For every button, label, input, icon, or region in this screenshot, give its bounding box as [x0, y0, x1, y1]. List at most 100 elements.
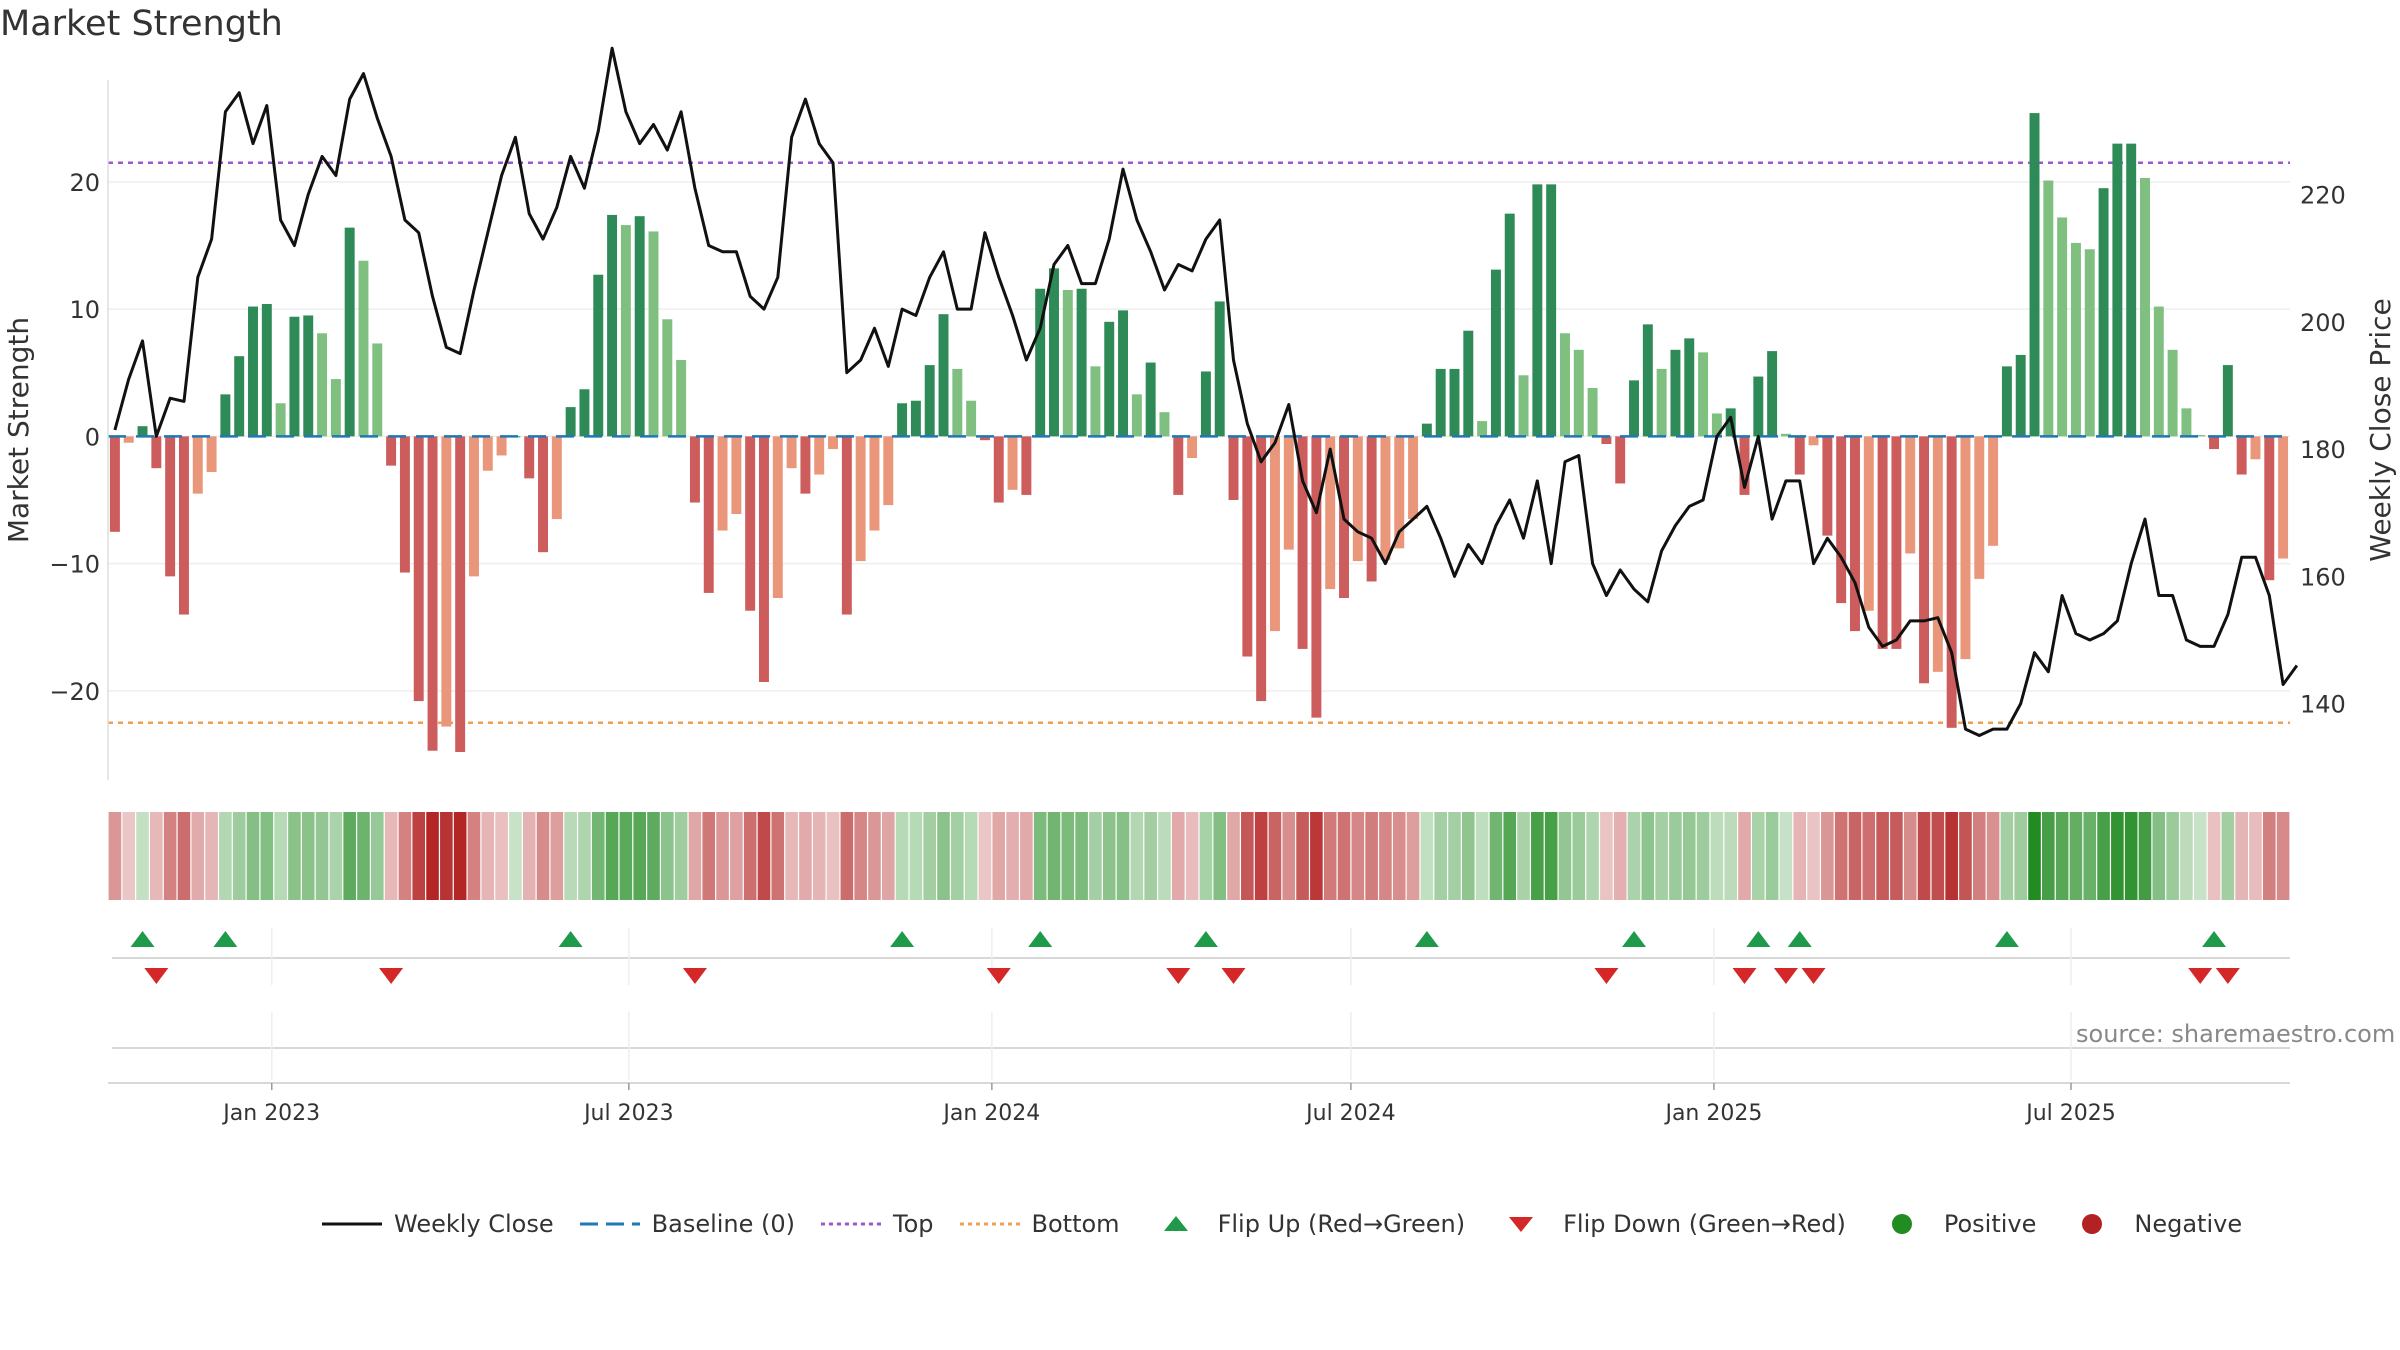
ribbon-cell	[1075, 812, 1088, 900]
strength-bar	[910, 400, 921, 437]
strength-bar	[938, 314, 949, 437]
ribbon-cell	[1089, 812, 1102, 900]
ribbon-cell	[1337, 812, 1351, 900]
strength-bar	[593, 274, 604, 437]
strength-bar	[1352, 436, 1363, 562]
ribbon-cell	[2207, 812, 2221, 900]
strength-bar	[413, 436, 424, 702]
strength-bar	[1035, 288, 1046, 437]
ribbon-cell	[1641, 812, 1655, 900]
strength-bar	[1974, 436, 1985, 579]
ribbon-cell	[2042, 812, 2055, 900]
y-tick-label: 0	[85, 423, 100, 451]
ribbon-cell	[136, 812, 149, 900]
ribbon-cell	[1821, 812, 1834, 900]
ribbon-cell	[1627, 812, 1641, 900]
ribbon-cell	[688, 812, 702, 900]
ribbon-cell	[840, 812, 854, 900]
ribbon-cell	[1807, 812, 1820, 900]
ribbon-cell	[1144, 812, 1157, 900]
ribbon-cell	[550, 812, 564, 900]
dot-top-swatch	[821, 1222, 882, 1226]
ribbon-cell	[2014, 812, 2028, 900]
ribbon-cell	[1379, 812, 1392, 900]
legend-item: Flip Up (Red→Green)	[1146, 1210, 1465, 1238]
legend-item: Negative	[2062, 1210, 2242, 1238]
line-swatch	[322, 1222, 382, 1226]
strength-bar	[1408, 436, 1419, 520]
ribbon-cell	[150, 812, 163, 900]
strength-bars	[109, 113, 2289, 752]
strength-bar	[1601, 436, 1612, 444]
flip-down-marker	[1166, 968, 1191, 984]
ribbon-cell	[398, 812, 412, 900]
strength-bar	[1366, 436, 1377, 582]
legend-item: Weekly Close	[322, 1210, 554, 1238]
flip-down-marker	[682, 968, 707, 984]
strength-bar	[2167, 349, 2178, 437]
strength-bar	[1850, 436, 1860, 632]
ribbon-cell	[440, 812, 453, 900]
ribbon-cell	[177, 812, 191, 900]
ribbon-cell	[1282, 812, 1296, 900]
ribbon-cell	[1682, 812, 1696, 900]
ribbon-cell	[661, 812, 674, 900]
legend-item: Bottom	[959, 1210, 1120, 1238]
strength-bar	[2222, 365, 2233, 437]
flip-down-marker	[2215, 968, 2240, 984]
strength-bar	[123, 436, 134, 443]
ribbon-cell	[785, 812, 798, 900]
flip-down-marker	[144, 968, 169, 984]
ribbon-cell	[1862, 812, 1876, 900]
ribbon-cell	[191, 812, 205, 900]
strength-bar	[1559, 333, 1570, 437]
strength-bar	[883, 436, 894, 506]
flip-down-marker	[379, 968, 404, 984]
strength-bar	[745, 436, 756, 611]
strength-bar	[1780, 433, 1791, 437]
ribbon-cell	[1572, 812, 1586, 900]
ribbon-cell	[2262, 812, 2276, 900]
strength-bar	[220, 394, 231, 437]
ribbon-cell	[1544, 812, 1558, 900]
strength-bar	[2278, 436, 2289, 559]
ribbon-cell	[1102, 812, 1116, 900]
strength-bar	[372, 343, 383, 437]
strength-bar	[855, 436, 866, 562]
ribbon-cell	[1738, 812, 1751, 900]
strength-bar	[1394, 436, 1405, 549]
ribbon-cell	[260, 812, 274, 900]
ribbon-cell	[2069, 812, 2083, 900]
strength-bar	[137, 426, 148, 437]
x-tick-label: Jan 2023	[221, 1101, 320, 1126]
strength-bar	[2126, 143, 2137, 437]
ribbon-cell	[1752, 812, 1765, 900]
ribbon-cell	[495, 812, 508, 900]
strength-bar	[2153, 306, 2164, 437]
ribbon-cell	[1406, 812, 1420, 900]
ribbon-cell	[467, 812, 481, 900]
ribbon-cell	[1254, 812, 1268, 900]
strength-bar	[2070, 242, 2081, 437]
ribbon-cell	[370, 812, 384, 900]
y2-tick-label: 200	[2300, 309, 2346, 337]
ribbon-cell	[1531, 812, 1544, 900]
strength-bar	[1062, 290, 1073, 437]
strength-bar	[1629, 380, 1639, 437]
ribbon-cell	[1517, 812, 1530, 900]
ribbon-cell	[951, 812, 964, 900]
ribbon-cell	[1213, 812, 1227, 900]
strength-bar	[2250, 436, 2261, 460]
strength-bar	[1477, 421, 1488, 437]
strength-bar	[317, 333, 328, 437]
strength-bar	[1021, 436, 1032, 495]
ribbon-cell	[757, 812, 771, 900]
ribbon-cell	[1392, 812, 1406, 900]
ribbon-cell	[826, 812, 840, 900]
ribbon-cell	[2249, 812, 2262, 900]
ribbon-cell	[1241, 812, 1254, 900]
x-axis: Jan 2023 Jul 2023 Jan 2024 Jul 2024 Jan 2025…	[108, 1082, 2290, 1126]
ribbon-cell	[812, 812, 826, 900]
strength-bar	[1698, 352, 1709, 437]
